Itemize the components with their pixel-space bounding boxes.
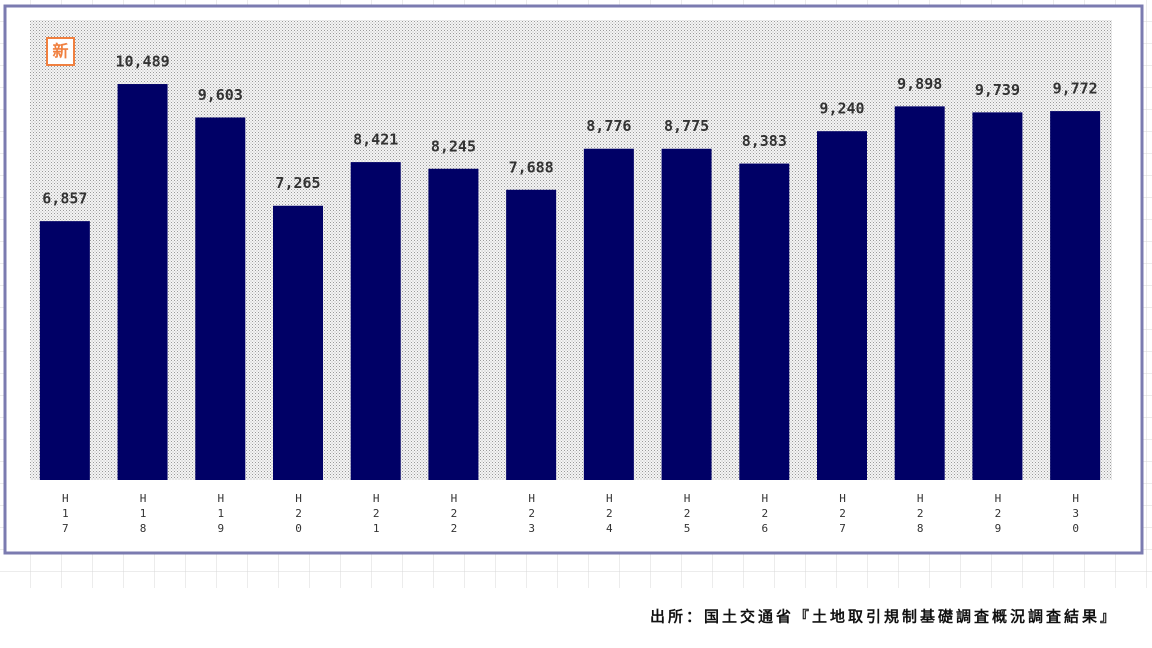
x-tick-label: H21 xyxy=(370,492,383,537)
value-label: 9,739 xyxy=(975,81,1020,99)
bar xyxy=(273,205,323,480)
value-label: 8,775 xyxy=(664,117,709,135)
bar xyxy=(661,148,712,480)
bar xyxy=(39,221,90,480)
bar xyxy=(428,168,479,480)
badge: 新 xyxy=(52,42,68,61)
bar xyxy=(817,131,867,480)
bar xyxy=(583,148,634,480)
bar xyxy=(195,117,246,480)
x-tick-label: H22 xyxy=(447,492,460,537)
value-label: 9,240 xyxy=(819,100,864,118)
bar xyxy=(739,163,790,480)
value-label: 9,772 xyxy=(1053,80,1098,98)
source-note: 出所：国土交通省『土地取引規制基礎調査概況調査結果』 xyxy=(650,608,1118,626)
value-label: 10,489 xyxy=(115,53,169,71)
badge-box xyxy=(46,37,75,66)
footer-area xyxy=(0,588,1152,648)
x-tick-label: H28 xyxy=(914,492,927,537)
x-tick-label: H18 xyxy=(137,492,150,537)
x-tick-label: H23 xyxy=(525,492,538,537)
x-tick-label: H27 xyxy=(836,492,849,537)
x-tick-label: H24 xyxy=(603,492,616,537)
bar xyxy=(117,84,168,480)
value-label: 7,688 xyxy=(509,158,554,176)
bar xyxy=(972,112,1023,480)
bar xyxy=(894,106,945,481)
value-label: 8,421 xyxy=(353,131,398,149)
x-tick-label: H29 xyxy=(991,492,1004,537)
x-tick-label: H25 xyxy=(681,492,694,537)
value-label: 8,383 xyxy=(742,132,787,150)
value-label: 9,603 xyxy=(198,86,243,104)
plot-area xyxy=(30,20,1112,480)
value-label: 7,265 xyxy=(275,174,320,192)
bar xyxy=(350,162,401,481)
value-label: 6,857 xyxy=(42,190,87,208)
x-tick-label: H17 xyxy=(59,492,72,537)
value-label: 9,898 xyxy=(897,75,942,93)
value-label: 8,245 xyxy=(431,137,476,155)
value-label: 8,776 xyxy=(586,117,631,135)
bar xyxy=(1050,111,1101,481)
x-tick-label: H30 xyxy=(1069,492,1082,537)
x-tick-label: H26 xyxy=(758,492,771,537)
x-tick-label: H20 xyxy=(292,492,305,537)
bar xyxy=(506,189,557,480)
x-tick-label: H19 xyxy=(214,492,227,537)
